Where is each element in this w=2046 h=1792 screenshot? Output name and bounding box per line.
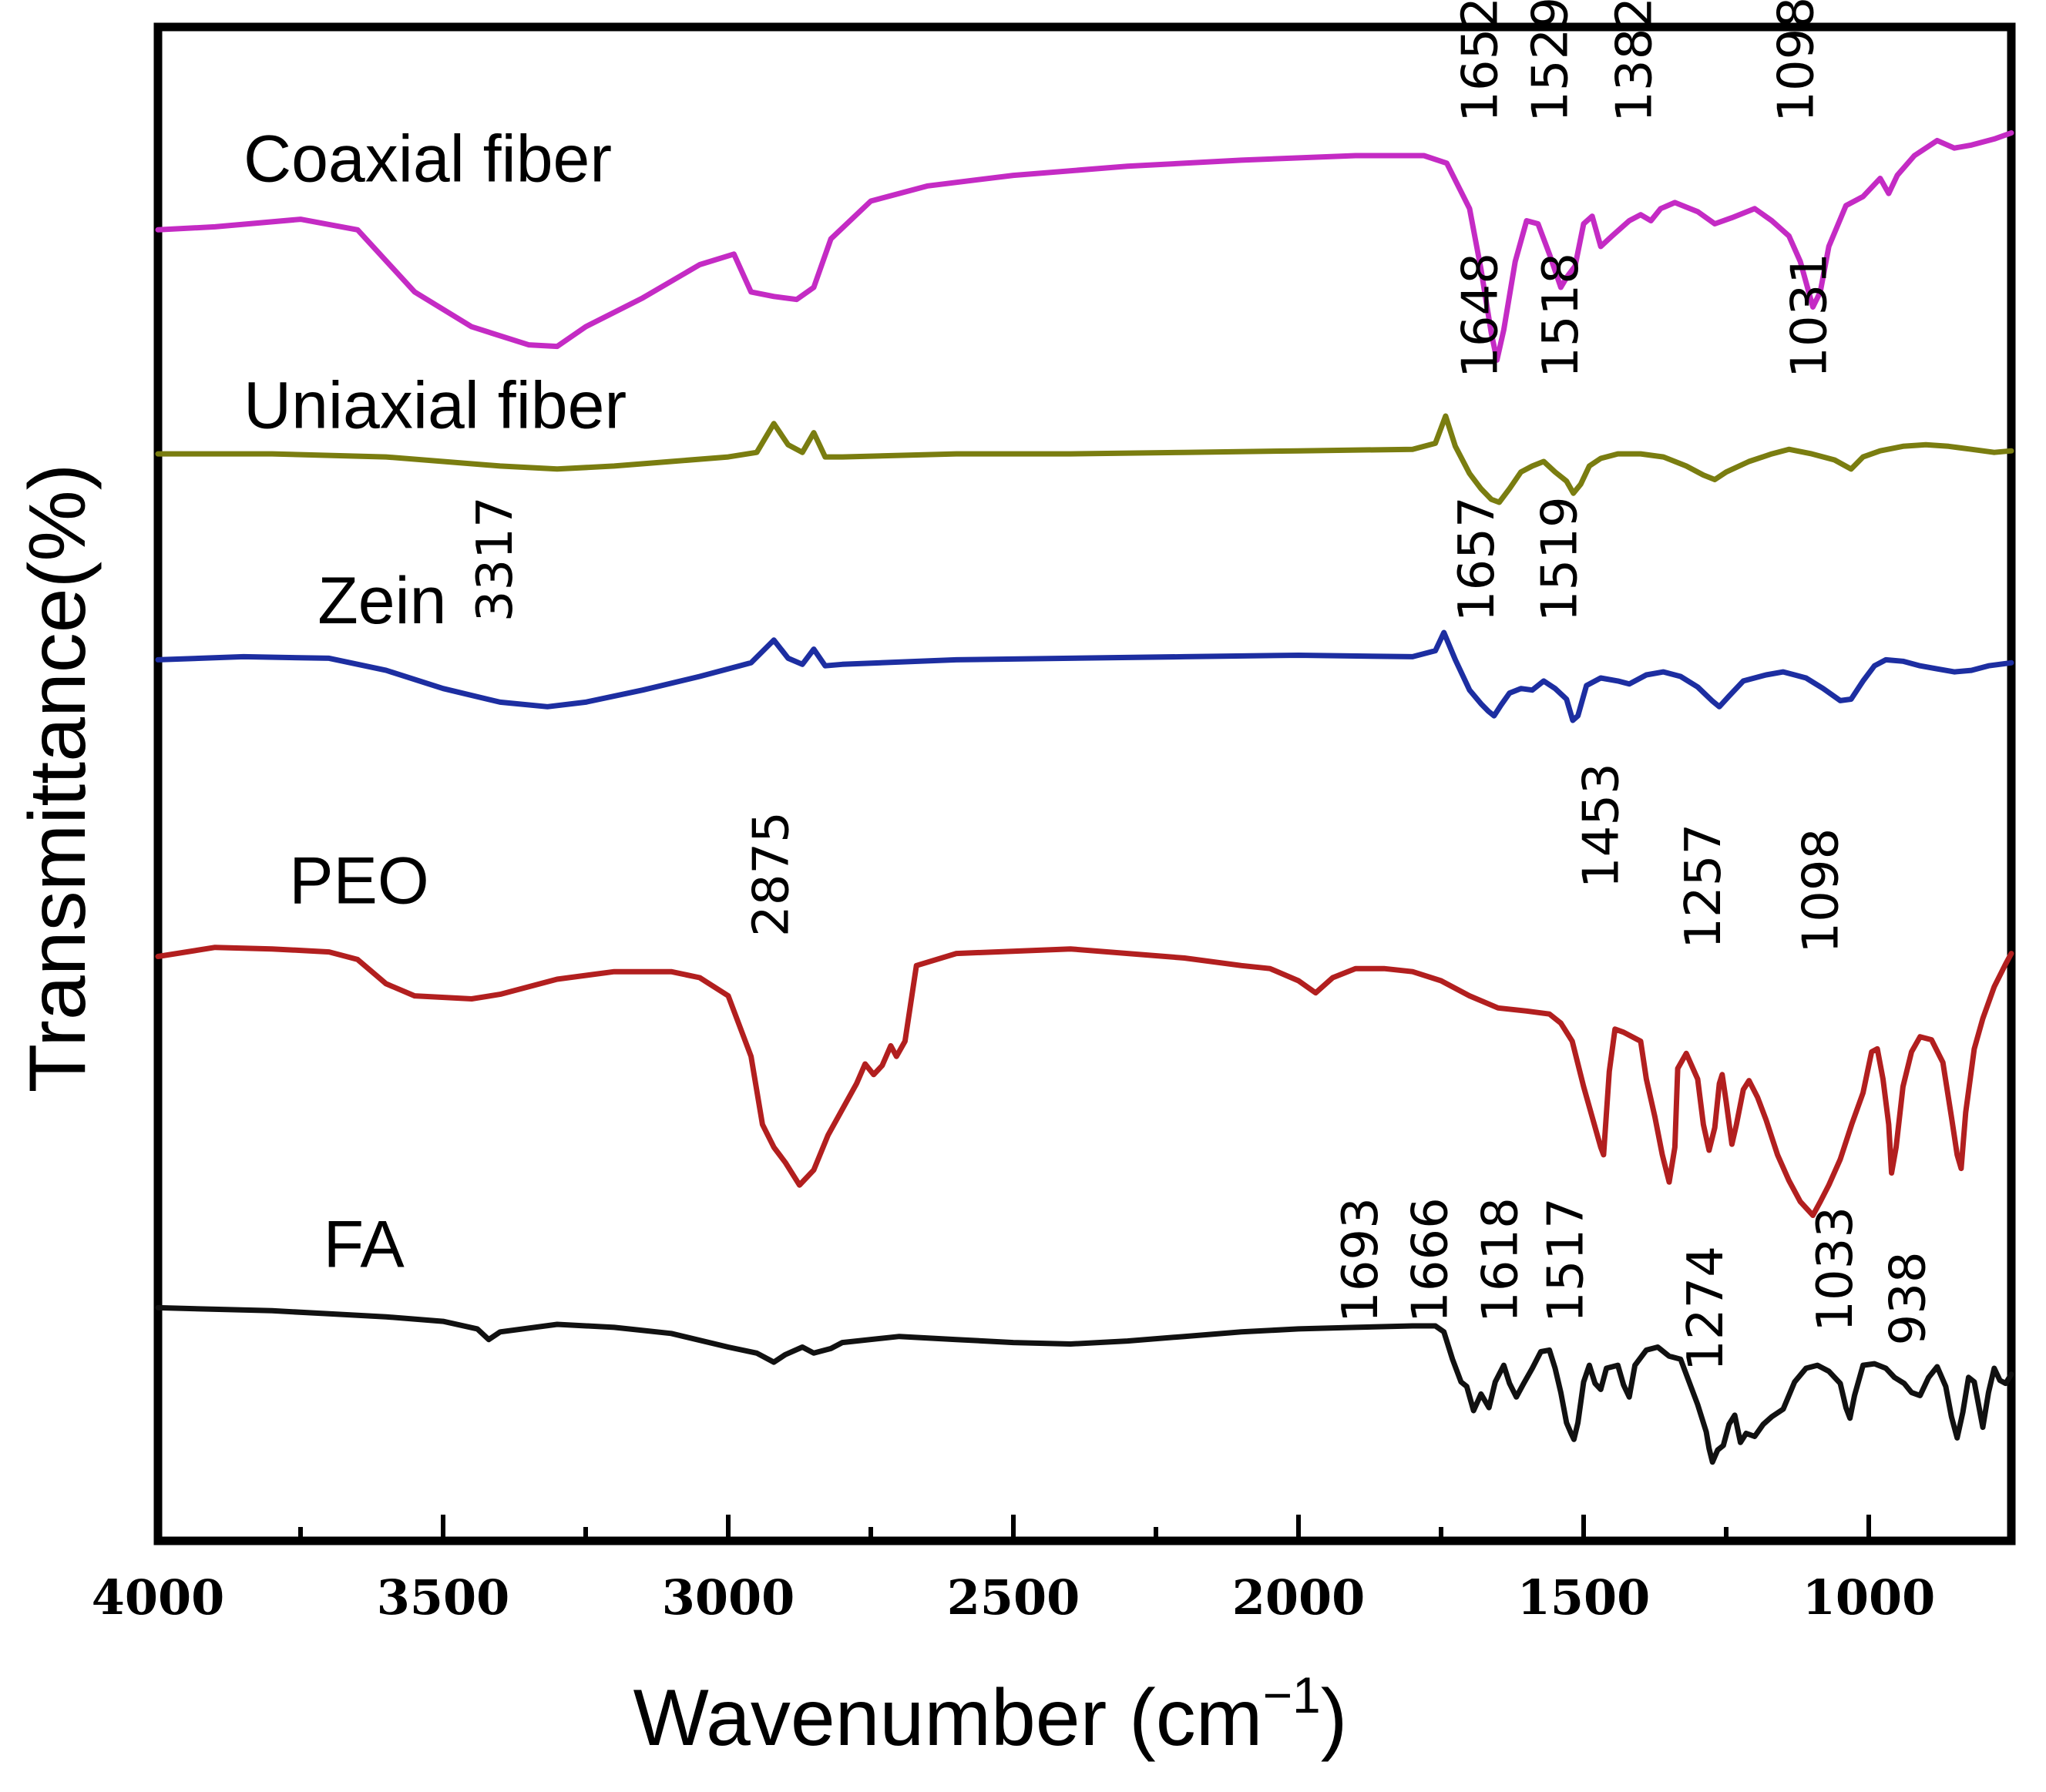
peak-label-zein-1519: 1519 — [1531, 496, 1588, 622]
x-tick-label-3000: 3000 — [662, 1569, 795, 1626]
x-tick-label-4000: 4000 — [92, 1569, 225, 1626]
peak-label-peo-1257: 1257 — [1675, 824, 1732, 949]
x-tick-label-1500: 1500 — [1517, 1569, 1651, 1626]
peak-label-fa-1618: 1618 — [1472, 1197, 1529, 1323]
peak-label-fa-1666: 1666 — [1402, 1197, 1459, 1323]
peak-label-uniaxial-fiber-1031: 1031 — [1782, 253, 1839, 378]
x-axis-title: Wavenumber (cm−1) — [633, 1666, 1348, 1763]
peak-label-uniaxial-fiber-1518: 1518 — [1533, 253, 1590, 378]
peak-label-peo-1453: 1453 — [1573, 763, 1630, 888]
peak-label-fa-1033: 1033 — [1807, 1206, 1864, 1332]
peak-label-uniaxial-fiber-1648: 1648 — [1453, 253, 1510, 378]
plot-frame — [153, 22, 2016, 1545]
peak-label-zein-3317: 3317 — [467, 496, 524, 622]
peak-label-coaxial-fiber-1529: 1529 — [1523, 0, 1580, 122]
series-label-zein: Zein — [317, 564, 446, 638]
peak-label-fa-938: 938 — [1880, 1251, 1937, 1345]
series-line-coaxial-fiber — [155, 130, 2014, 363]
y-axis-title: Transmittance(%) — [13, 464, 102, 1093]
series-line-fa — [155, 1304, 2014, 1465]
x-axis-title-close: ) — [1321, 1673, 1348, 1763]
series-label-layer: Coaxial fiber Uniaxial fiber Zein PEO FA — [244, 122, 627, 1281]
plot-border — [153, 22, 2016, 1545]
series-label-peo: PEO — [289, 844, 429, 918]
peak-label-zein-1657: 1657 — [1449, 496, 1506, 622]
x-axis-tick-labels: 4000 3500 3000 2500 2000 1500 1000 — [92, 1569, 1936, 1626]
series-label-coaxial-fiber: Coaxial fiber — [244, 122, 612, 196]
series-layer — [155, 130, 2014, 1465]
x-axis-title-sup: −1 — [1262, 1666, 1320, 1723]
peak-label-coaxial-fiber-1382: 1382 — [1606, 0, 1663, 122]
peak-label-peo-2875: 2875 — [744, 811, 801, 937]
peak-label-layer: 1652 1529 1382 1098 1648 1518 1031 3317 1657 1519… — [467, 0, 1937, 1371]
x-tick-label-2000: 2000 — [1232, 1569, 1366, 1626]
series-label-fa: FA — [324, 1207, 405, 1281]
peak-label-coaxial-fiber-1098: 1098 — [1769, 0, 1826, 122]
x-tick-label-3500: 3500 — [377, 1569, 510, 1626]
x-tick-label-2500: 2500 — [947, 1569, 1080, 1626]
x-tick-label-1000: 1000 — [1802, 1569, 1936, 1626]
peak-label-fa-1693: 1693 — [1332, 1197, 1389, 1323]
x-axis-title-main: Wavenumber (cm — [633, 1673, 1263, 1763]
series-line-zein — [155, 629, 2014, 723]
peak-label-coaxial-fiber-1652: 1652 — [1453, 0, 1510, 122]
peak-label-fa-1274: 1274 — [1678, 1246, 1735, 1371]
series-line-peo — [155, 945, 2014, 1218]
peak-label-peo-1098: 1098 — [1792, 828, 1849, 954]
peak-label-fa-1517: 1517 — [1538, 1197, 1595, 1323]
series-label-uniaxial-fiber: Uniaxial fiber — [244, 369, 627, 443]
series-line-uniaxial-fiber — [155, 413, 2014, 505]
x-axis-ticks — [156, 1515, 1871, 1541]
